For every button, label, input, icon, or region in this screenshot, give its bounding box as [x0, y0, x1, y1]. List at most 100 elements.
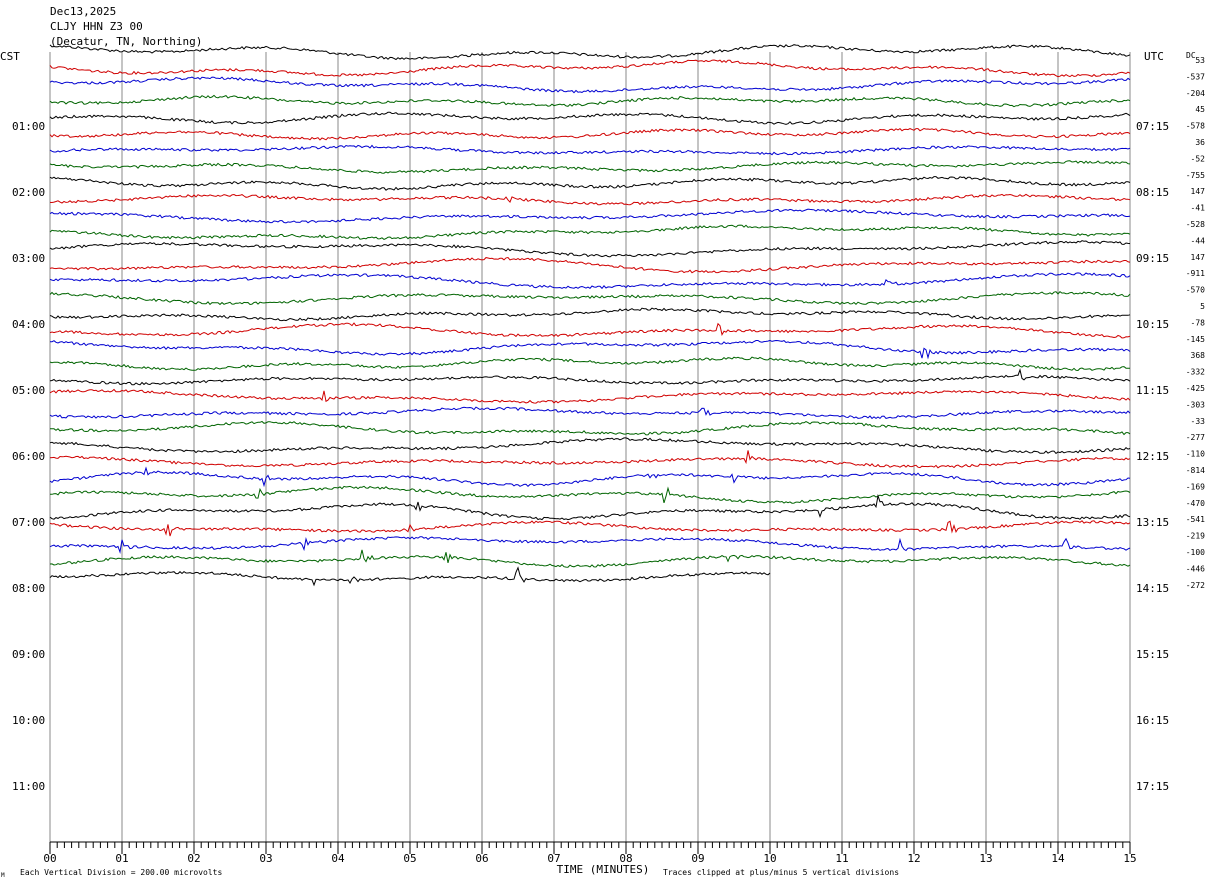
- dc-offset-label: -33: [1191, 417, 1206, 426]
- trace-line: [49, 127, 1131, 141]
- dc-offset-label: 5: [1200, 302, 1205, 311]
- dc-offset-label: -755: [1186, 171, 1205, 180]
- x-tick-label: 08: [619, 852, 632, 865]
- right-hour-label: 17:15: [1136, 780, 1169, 793]
- dc-offset-label: -578: [1186, 122, 1205, 131]
- trace-line: [49, 176, 1131, 191]
- trace-line: [49, 536, 1131, 554]
- left-hour-label: 09:00: [12, 648, 45, 661]
- dc-offset-label: -145: [1186, 335, 1205, 344]
- footer-scale-note: Each Vertical Division = 200.00 microvol…: [20, 868, 222, 877]
- trace-line: [49, 44, 1131, 61]
- x-tick-label: 11: [835, 852, 848, 865]
- left-hour-label: 01:00: [12, 120, 45, 133]
- dc-offset-label: -277: [1186, 433, 1205, 442]
- trace-line: [49, 59, 1131, 78]
- left-hour-label: 05:00: [12, 384, 45, 397]
- dc-offset-label: -911: [1186, 269, 1205, 278]
- dc-offset-label: -425: [1186, 384, 1205, 393]
- dc-offset-label: -570: [1186, 286, 1205, 295]
- x-tick-label: 07: [547, 852, 560, 865]
- trace-line: [49, 406, 1131, 420]
- trace-line: [49, 224, 1131, 240]
- dc-offset-label: -169: [1186, 482, 1205, 491]
- right-hour-label: 11:15: [1136, 384, 1169, 397]
- dc-offset-label: 53: [1195, 56, 1205, 65]
- x-tick-label: 15: [1123, 852, 1136, 865]
- corner-mark: M: [1, 872, 5, 879]
- x-tick-label: 09: [691, 852, 704, 865]
- trace-line: [49, 356, 1130, 372]
- trace-line: [49, 388, 1131, 404]
- dc-offset-label: 45: [1195, 105, 1205, 114]
- dc-offset-label: -78: [1191, 318, 1206, 327]
- dc-offset-label: -44: [1191, 236, 1206, 245]
- trace-line: [50, 420, 1131, 436]
- right-hour-label: 15:15: [1136, 648, 1169, 661]
- dc-offset-label: -446: [1186, 564, 1205, 573]
- left-hour-label: 06:00: [12, 450, 45, 463]
- trace-line: [49, 111, 1131, 125]
- dc-offset-label: -52: [1191, 154, 1206, 163]
- right-hour-label: 12:15: [1136, 450, 1169, 463]
- dc-offset-label: -332: [1186, 368, 1205, 377]
- trace-line: [49, 144, 1131, 156]
- right-hour-label: 08:15: [1136, 186, 1169, 199]
- trace-line: [49, 339, 1131, 360]
- left-hour-label: 11:00: [12, 780, 45, 793]
- x-tick-label: 12: [907, 852, 920, 865]
- dc-offset-label: -100: [1186, 548, 1205, 557]
- dc-offset-label: -537: [1186, 72, 1205, 81]
- title-location: (Decatur, TN, Northing): [50, 35, 203, 48]
- trace-line: [49, 307, 1131, 322]
- dc-offset-label: -110: [1186, 450, 1205, 459]
- trace-line: [49, 520, 1131, 537]
- dc-offset-label: -272: [1186, 581, 1205, 590]
- trace-line: [49, 493, 1131, 521]
- trace-line: [49, 566, 771, 587]
- utc-label: UTC: [1144, 50, 1164, 63]
- title-date: Dec13,2025: [50, 5, 117, 18]
- cst-label: CST: [0, 50, 20, 63]
- dc-offset-label: 368: [1191, 351, 1206, 360]
- x-tick-label: 13: [979, 852, 992, 865]
- x-tick-label: 06: [475, 852, 488, 865]
- trace-line: [49, 291, 1131, 306]
- right-hour-label: 07:15: [1136, 120, 1169, 133]
- left-hour-label: 02:00: [12, 186, 45, 199]
- dc-offset-label: 147: [1191, 253, 1206, 262]
- x-tick-label: 04: [331, 852, 345, 865]
- dc-offset-label: 147: [1191, 187, 1206, 196]
- x-tick-label: 14: [1051, 852, 1065, 865]
- trace-line: [49, 466, 1131, 488]
- trace-line: [49, 485, 1131, 504]
- trace-line: [49, 240, 1131, 258]
- dc-offset-label: -303: [1186, 400, 1205, 409]
- dc-offset-label: 36: [1195, 138, 1205, 147]
- trace-line: [49, 272, 1131, 290]
- left-hour-label: 07:00: [12, 516, 45, 529]
- right-hour-label: 13:15: [1136, 516, 1169, 529]
- x-tick-label: 01: [115, 852, 128, 865]
- trace-line: [49, 368, 1131, 386]
- right-hour-label: 10:15: [1136, 318, 1169, 331]
- footer-clip-note: Traces clipped at plus/minus 5 vertical …: [663, 868, 899, 877]
- trace-line: [49, 94, 1131, 108]
- left-hour-label: 04:00: [12, 318, 45, 331]
- dc-label: DC: [1186, 51, 1196, 60]
- x-tick-label: 05: [403, 852, 416, 865]
- dc-offset-label: -470: [1186, 499, 1205, 508]
- trace-line: [49, 208, 1131, 224]
- x-tick-label: 02: [187, 852, 200, 865]
- trace-line: [49, 160, 1131, 174]
- title-station: CLJY HHN Z3 00: [50, 20, 143, 33]
- dc-offset-label: -541: [1186, 515, 1205, 524]
- dc-offset-label: -219: [1186, 532, 1205, 541]
- right-hour-label: 09:15: [1136, 252, 1169, 265]
- right-hour-label: 16:15: [1136, 714, 1169, 727]
- trace-line: [49, 549, 1131, 568]
- x-tick-label: 00: [43, 852, 56, 865]
- trace-line: [49, 76, 1131, 94]
- left-hour-label: 03:00: [12, 252, 45, 265]
